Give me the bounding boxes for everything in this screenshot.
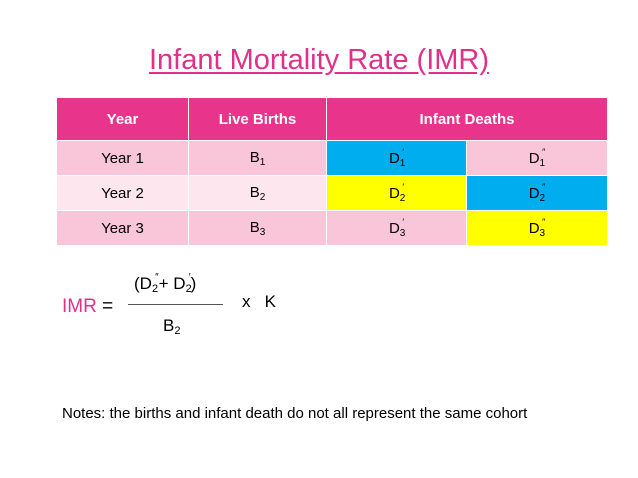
births-cell: B3 bbox=[188, 210, 327, 246]
table-header-row: Year Live Births Infant Deaths bbox=[56, 97, 609, 141]
table-row: Year 2 B2 D2′ D2″ bbox=[56, 175, 609, 211]
year-cell: Year 1 bbox=[56, 140, 189, 176]
fraction-line bbox=[128, 304, 223, 305]
imr-table: Year Live Births Infant Deaths Year 1 B1… bbox=[56, 97, 609, 246]
births-cell: B1 bbox=[188, 140, 327, 176]
deaths-double-prime-cell: D3″ bbox=[465, 210, 609, 246]
deaths-prime-cell: D3′ bbox=[326, 210, 467, 246]
header-live-births: Live Births bbox=[188, 97, 327, 141]
formula-multiplier: x K bbox=[242, 292, 277, 311]
slide-title: Infant Mortality Rate (IMR) bbox=[148, 44, 490, 76]
formula-equals: = bbox=[102, 296, 114, 317]
header-year: Year bbox=[56, 97, 189, 141]
formula-lhs: IMR = bbox=[62, 296, 113, 318]
notes-text: Notes: the births and infant death do no… bbox=[62, 405, 528, 422]
table-row: Year 1 B1 D1′ D1″ bbox=[56, 140, 609, 176]
year-cell: Year 3 bbox=[56, 210, 189, 246]
formula-denominator: B2 bbox=[163, 316, 181, 337]
deaths-prime-cell: D2′ bbox=[326, 175, 467, 211]
births-cell: B2 bbox=[188, 175, 327, 211]
table-row: Year 3 B3 D3′ D3″ bbox=[56, 210, 609, 246]
deaths-double-prime-cell: D1″ bbox=[465, 140, 609, 176]
formula-numerator: (D2″+ D2′) bbox=[134, 272, 197, 295]
deaths-prime-cell: D1′ bbox=[326, 140, 467, 176]
deaths-double-prime-cell: D2″ bbox=[465, 175, 609, 211]
year-cell: Year 2 bbox=[56, 175, 189, 211]
formula-acronym: IMR bbox=[62, 296, 97, 317]
header-infant-deaths: Infant Deaths bbox=[325, 97, 609, 141]
